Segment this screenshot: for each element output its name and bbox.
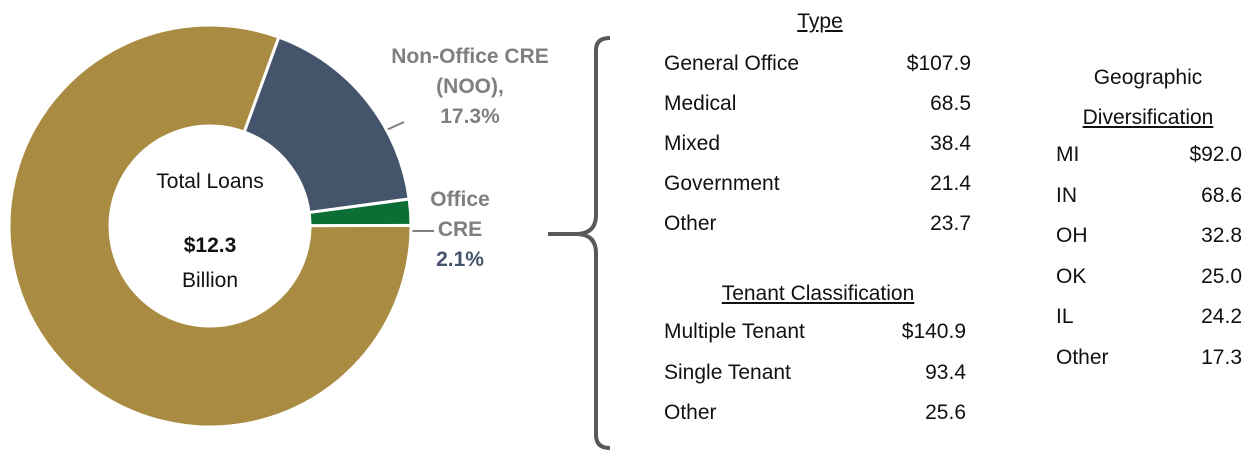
table-title: Geographic [1093, 66, 1203, 89]
table-title: Tenant Classification [721, 282, 915, 305]
donut-segment [242, 35, 411, 215]
row-label: IL [1056, 305, 1074, 328]
row-value: 32.8 [1201, 224, 1242, 247]
row-label: Other [664, 401, 717, 424]
row-value: 24.2 [1201, 305, 1242, 328]
row-label: MI [1056, 143, 1080, 166]
row-value: $140.9 [901, 320, 966, 343]
row-value: 17.3 [1201, 345, 1242, 369]
segment-label: Office CRE [430, 188, 490, 241]
row-value: 25.0 [1201, 264, 1242, 288]
row-label: Other [664, 212, 717, 235]
row-value: 38.4 [930, 132, 971, 155]
row-value: $107.9 [906, 52, 971, 75]
brace [548, 36, 611, 450]
row-label: IN [1056, 183, 1077, 207]
segment-value-label: 2.1% [436, 248, 484, 271]
row-label: Multiple Tenant [664, 320, 805, 343]
row-label: General Office [664, 52, 800, 75]
row-label: Medical [664, 92, 737, 115]
segment-value-label: 17.3% [440, 105, 500, 128]
row-value: $92.0 [1189, 143, 1242, 166]
row-label: OH [1056, 224, 1088, 247]
center-unit: Billion [181, 269, 239, 292]
row-value: 93.4 [925, 360, 966, 384]
row-value: 68.5 [930, 92, 971, 115]
row-label: Single Tenant [664, 360, 791, 384]
donut-segment [7, 23, 413, 429]
center-value: $12.3 [183, 234, 237, 257]
table-title: Diversification [1082, 106, 1214, 129]
row-value: 68.6 [1201, 183, 1242, 207]
row-value: 23.7 [930, 212, 971, 235]
row-label: OK [1056, 264, 1087, 288]
row-value: 21.4 [930, 172, 971, 195]
row-label: Government [664, 172, 780, 195]
table-title: Type [797, 10, 843, 33]
row-label: Other [1056, 345, 1109, 369]
center-label: Total Loans [156, 170, 264, 193]
segment-label: Non-Office CRE (NOO), [391, 45, 549, 98]
row-value: 25.6 [925, 401, 966, 424]
row-label: Mixed [664, 132, 721, 155]
